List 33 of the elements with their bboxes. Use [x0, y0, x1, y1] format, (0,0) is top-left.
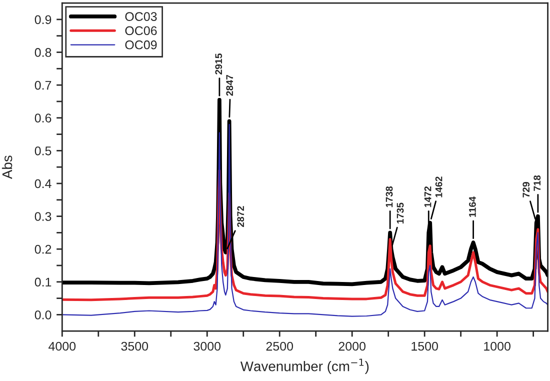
y-tick-label: 0.3 — [34, 212, 52, 221]
x-tick-label: 3500 — [121, 342, 148, 351]
annotation: 718 — [534, 175, 541, 191]
y-tick-label: 0.7 — [34, 80, 52, 90]
x-tick-label: 1000 — [484, 342, 510, 351]
y-tick-label: 0.5 — [34, 146, 52, 156]
y-tick-label: 0.8 — [34, 48, 52, 57]
y-axis-title: Abs — [2, 156, 12, 180]
annotation: 1462 — [435, 176, 442, 198]
legend-label: OC06 — [125, 26, 157, 36]
x-axis-title: Wavenumber (cm$^{−1}$) — [240, 358, 369, 374]
x-tick-label: 3000 — [194, 342, 221, 351]
y-tick-label: 0.2 — [34, 244, 52, 254]
annotation: 2872 — [237, 206, 244, 228]
annotation: 1164 — [469, 196, 476, 217]
y-tick-label: 0.9 — [34, 15, 52, 24]
annotation: 2915 — [215, 53, 222, 74]
annotation: 1738 — [386, 186, 393, 208]
legend-label: OC09 — [125, 40, 157, 50]
annotation: 1735 — [396, 202, 404, 224]
y-tick-label: 0.1 — [34, 278, 52, 287]
annotation: 729 — [522, 182, 530, 198]
y-tick-label: 0.6 — [34, 114, 52, 123]
y-tick-label: 0.4 — [34, 179, 52, 188]
y-tick-label: 0.0 — [34, 310, 52, 320]
x-tick-label: 2500 — [266, 342, 294, 351]
legend-label: OC03 — [125, 12, 157, 21]
x-tick-label: 1500 — [412, 342, 438, 351]
line-series — [62, 124, 548, 317]
annotation: 1472 — [424, 186, 432, 208]
annotation: 2847 — [226, 74, 234, 96]
x-tick-label: 2000 — [338, 342, 366, 351]
x-tick-label: 4000 — [48, 342, 76, 351]
